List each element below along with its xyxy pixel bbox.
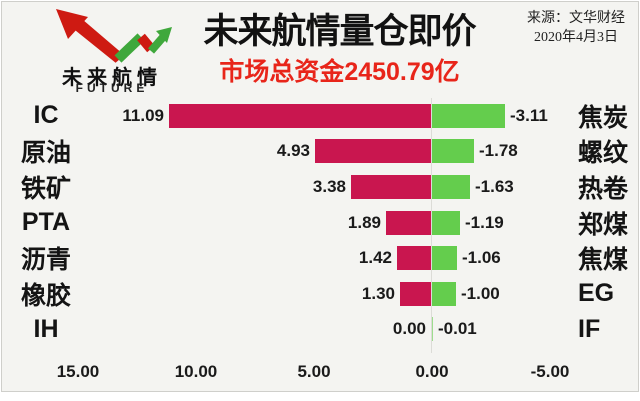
- positive-bar: [315, 139, 431, 164]
- row-label-left: 铁矿: [20, 174, 71, 203]
- chart-row: IC 11.09 -3.11 焦炭: [2, 98, 638, 134]
- row-label-right: 热卷: [578, 174, 629, 203]
- logo-brand-name-en: FUTURE: [75, 81, 149, 95]
- source-line: 来源：文华财经: [527, 11, 625, 26]
- positive-value: 0.00: [392, 319, 426, 339]
- negative-bar: [432, 139, 474, 164]
- source-attribution: 来源：文华财经 2020年4月3日: [520, 9, 632, 47]
- positive-value: 1.30: [361, 283, 395, 303]
- page-subtitle: 市场总资金2450.79亿: [219, 58, 460, 86]
- positive-bar: [169, 103, 431, 128]
- negative-value: -1.00: [461, 283, 500, 303]
- row-label-left: 橡胶: [20, 281, 71, 310]
- negative-bar: [432, 103, 505, 128]
- chart-row: 原油 4.93 -1.78 螺纹: [2, 134, 638, 170]
- x-axis-tick-label: 0.00: [415, 362, 449, 381]
- chart-row: 铁矿 3.38 -1.63 热卷: [2, 169, 638, 205]
- date-line: 2020年4月3日: [534, 30, 618, 45]
- negative-value: -1.19: [465, 212, 504, 232]
- chart-row: IH 0.00 -0.01 IF: [2, 312, 638, 348]
- row-label-right: 焦炭: [578, 103, 629, 132]
- negative-bar: [432, 210, 460, 235]
- negative-bar: [432, 174, 470, 199]
- chart-row: 橡胶 1.30 -1.00 EG: [2, 276, 638, 312]
- positive-value: 3.38: [312, 176, 346, 196]
- x-axis-tick-label: 15.00: [56, 362, 100, 381]
- row-label-right: 郑煤: [578, 210, 629, 239]
- negative-value: -0.01: [438, 319, 477, 339]
- negative-bar: [432, 281, 456, 306]
- negative-bar: [432, 317, 433, 342]
- positive-value: 11.09: [122, 105, 164, 125]
- positive-bar: [386, 210, 431, 235]
- positive-value: 4.93: [276, 141, 310, 161]
- page-title: 未来航情量仓即价: [203, 12, 476, 51]
- row-label-right: 螺纹: [578, 139, 629, 168]
- row-label-right: 焦煤: [578, 246, 629, 275]
- positive-bar: [351, 174, 431, 199]
- row-label-left: 沥青: [20, 246, 71, 275]
- row-label-right: IF: [578, 314, 601, 343]
- positive-bar: [397, 246, 431, 271]
- row-label-right: EG: [578, 279, 615, 308]
- row-label-left: 原油: [20, 139, 71, 168]
- row-label-left: IH: [33, 314, 59, 343]
- positive-value: 1.89: [347, 212, 381, 232]
- negative-value: -3.11: [510, 105, 548, 125]
- x-axis-tick-label: -5.00: [530, 362, 570, 381]
- chart-row: PTA 1.89 -1.19 郑煤: [2, 205, 638, 241]
- logo-arrows-icon: [56, 9, 172, 63]
- negative-value: -1.78: [479, 141, 518, 161]
- x-axis-tick-label: 5.00: [297, 362, 331, 381]
- chart-row: 沥青 1.42 -1.06 焦煤: [2, 240, 638, 276]
- row-label-left: PTA: [21, 208, 71, 237]
- logo-brand-name: 未来航情: [62, 67, 162, 89]
- header-titles: 未来航情量仓即价 市场总资金2450.79亿: [167, 12, 512, 86]
- row-label-left: IC: [33, 101, 59, 130]
- negative-value: -1.63: [475, 176, 514, 196]
- negative-value: -1.06: [462, 248, 501, 268]
- positive-bar: [400, 281, 431, 306]
- negative-bar: [432, 246, 457, 271]
- panel: 未来航情 FUTURE 未来航情量仓即价 市场总资金2450.79亿 来源：文华…: [1, 1, 639, 392]
- x-axis-tick-label: 10.00: [174, 362, 218, 381]
- brand-logo: 未来航情 FUTURE: [42, 5, 182, 97]
- zero-gridline: [431, 98, 432, 354]
- positive-value: 1.42: [358, 248, 392, 268]
